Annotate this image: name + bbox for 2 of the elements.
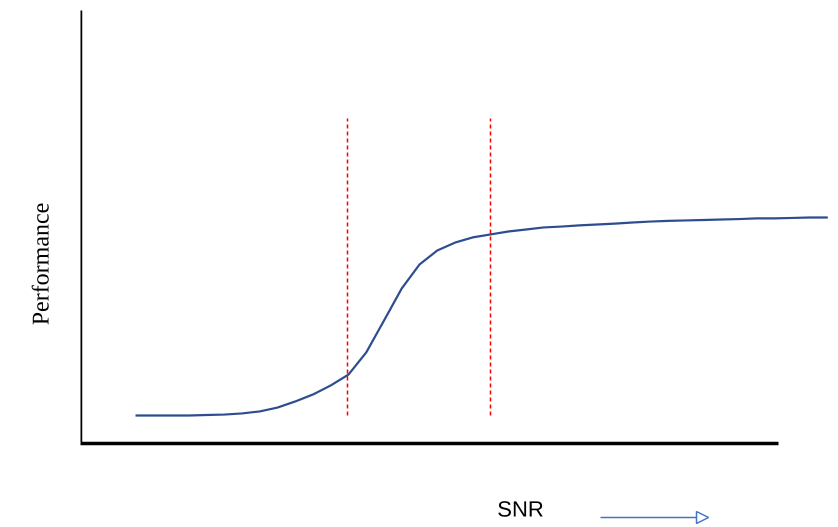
y-axis-title: Performance xyxy=(28,202,54,326)
x-axis-title: SNR xyxy=(497,496,544,522)
